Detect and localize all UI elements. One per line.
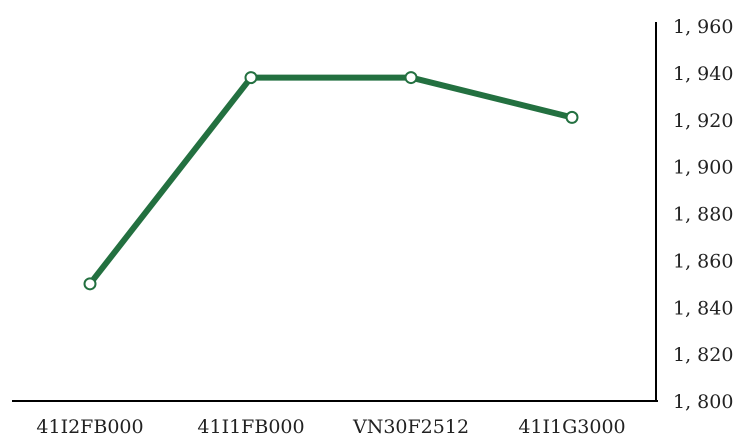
- series-line: [87, 74, 575, 287]
- data-point: [565, 110, 579, 124]
- y-tick-label: 1, 900: [673, 157, 733, 179]
- x-tick-label: 41I2FB000: [36, 416, 143, 438]
- y-tick-label: 1, 800: [673, 391, 733, 413]
- data-point: [404, 71, 418, 85]
- data-point: [244, 71, 258, 85]
- y-tick-label: 1, 940: [673, 63, 733, 85]
- y-tick-label: 1, 820: [673, 344, 733, 366]
- y-tick-label: 1, 920: [673, 110, 733, 132]
- x-axis-tick-labels: 41I2FB000 41I1FB000 VN30F2512 41I1G3000: [36, 416, 625, 438]
- axes: [12, 22, 658, 402]
- y-tick-label: 1, 840: [673, 297, 733, 319]
- data-point: [83, 277, 97, 291]
- y-tick-label: 1, 960: [673, 16, 733, 38]
- x-tick-label: VN30F2512: [352, 416, 469, 438]
- y-axis-tick-labels: 1, 800 1, 820 1, 840 1, 860 1, 880 1, 900 1, 9…: [673, 16, 733, 413]
- x-tick-label: 41I1FB000: [197, 416, 304, 438]
- series-layer: [83, 71, 579, 291]
- x-tick-label: 41I1G3000: [518, 416, 625, 438]
- y-tick-label: 1, 880: [673, 204, 733, 226]
- y-tick-label: 1, 860: [673, 250, 733, 272]
